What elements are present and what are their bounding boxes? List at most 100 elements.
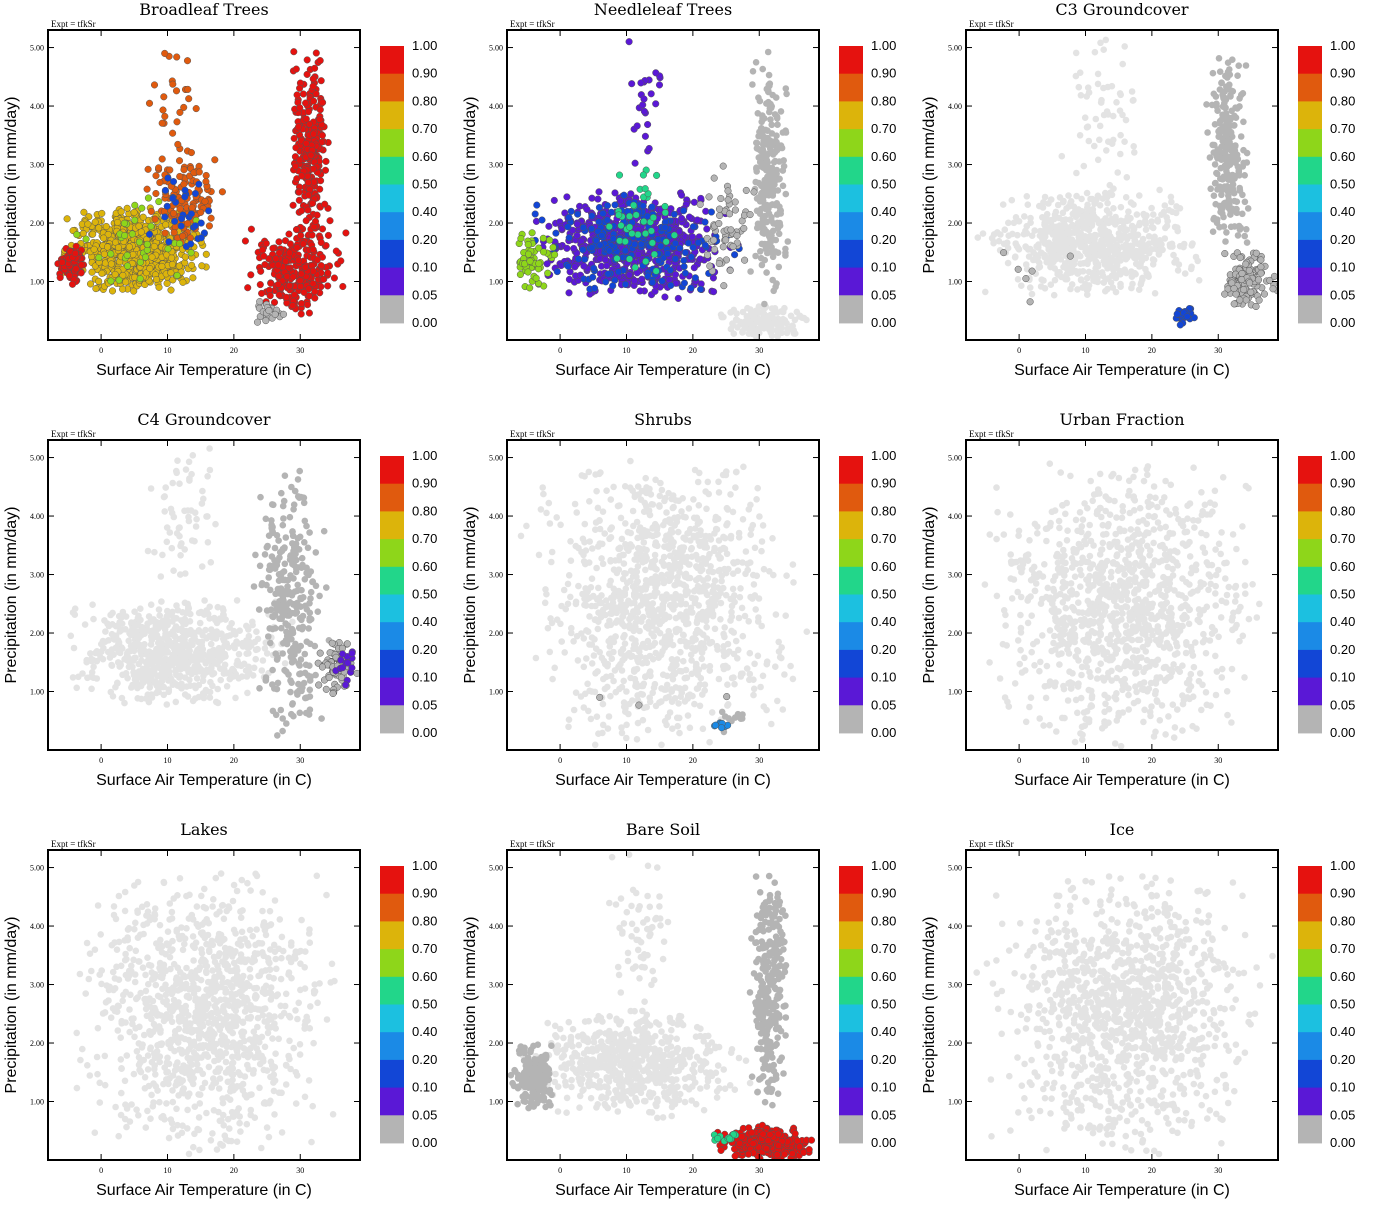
data-point [770,288,777,295]
data-point [1073,170,1080,177]
data-point [1143,270,1150,277]
data-point [1245,205,1252,212]
data-point [649,204,656,211]
data-point [132,202,139,209]
data-point [776,264,783,271]
data-point [173,54,180,61]
data-point [176,655,183,662]
data-point [1084,291,1091,298]
x-tick-label: 30 [296,346,304,355]
data-point [1011,220,1018,227]
data-point [1076,84,1083,91]
data-point [257,268,264,275]
data-point [144,241,151,248]
data-point [1063,205,1070,212]
data-point [291,48,298,55]
y-tick-label: 2.00 [489,219,503,228]
data-point [313,50,320,57]
data-point [72,250,79,257]
data-point [1253,250,1260,257]
data-point [172,633,179,640]
data-point [295,124,302,131]
data-point [1258,264,1265,271]
colorbar-segment [839,212,863,240]
data-point [754,145,761,152]
data-point [1216,55,1223,62]
data-point [1027,215,1034,222]
data-point [753,307,760,314]
data-point [777,222,784,229]
data-point [1090,237,1097,244]
data-point [138,632,145,639]
data-point [667,267,674,274]
data-point [202,627,209,634]
colorbar-segment [839,185,863,213]
data-point [748,321,755,328]
data-point [1211,91,1218,98]
data-point [1151,234,1158,241]
data-point [162,484,169,491]
data-point [1255,277,1262,284]
data-point [88,686,95,693]
data-point [1065,224,1072,231]
data-point [589,195,596,202]
data-point [95,278,102,285]
data-point [768,122,775,129]
data-point [546,237,553,244]
data-point [92,219,99,226]
data-point [688,254,695,261]
data-point [675,295,682,302]
data-point [159,552,166,559]
data-point [74,231,81,238]
data-point [1009,197,1016,204]
data-point [773,94,780,101]
data-point [659,278,666,285]
data-point [79,670,86,677]
data-point [153,190,160,197]
x-tick-label: 20 [689,346,697,355]
data-point [722,237,729,244]
data-point [645,273,652,280]
data-point [690,223,697,230]
data-point [1091,143,1098,150]
data-point [159,156,166,163]
data-point [626,224,633,231]
data-point [192,685,199,692]
data-point [192,223,199,230]
data-point [179,628,186,635]
data-point [755,94,762,101]
data-point [207,694,214,701]
data-point [203,658,210,665]
data-point [113,623,120,630]
data-point [1062,276,1069,283]
data-point [517,271,524,278]
colorbar-label: 0.40 [871,204,896,219]
data-point [1225,59,1232,66]
colorbar-label: 0.80 [412,93,437,108]
data-point [633,212,640,219]
data-point [102,628,109,635]
data-point [124,650,131,657]
data-point [1219,210,1226,217]
data-point [295,257,302,264]
data-point [158,598,165,605]
data-point [253,628,260,635]
data-point [637,288,644,295]
data-point [182,254,189,261]
data-point [248,226,255,233]
data-point [762,153,769,160]
data-point [1241,172,1248,179]
data-point [1034,254,1041,261]
data-point [990,240,997,247]
data-point [148,601,155,608]
data-point [202,198,209,205]
data-point [114,219,121,226]
data-point [1065,192,1072,199]
data-point [1077,253,1084,260]
data-point [671,232,678,239]
data-point [1107,182,1114,189]
colorbar: 1.000.900.800.700.600.500.400.200.100.05… [380,38,437,330]
data-point [137,605,144,612]
data-point [600,210,607,217]
data-point [203,172,210,179]
